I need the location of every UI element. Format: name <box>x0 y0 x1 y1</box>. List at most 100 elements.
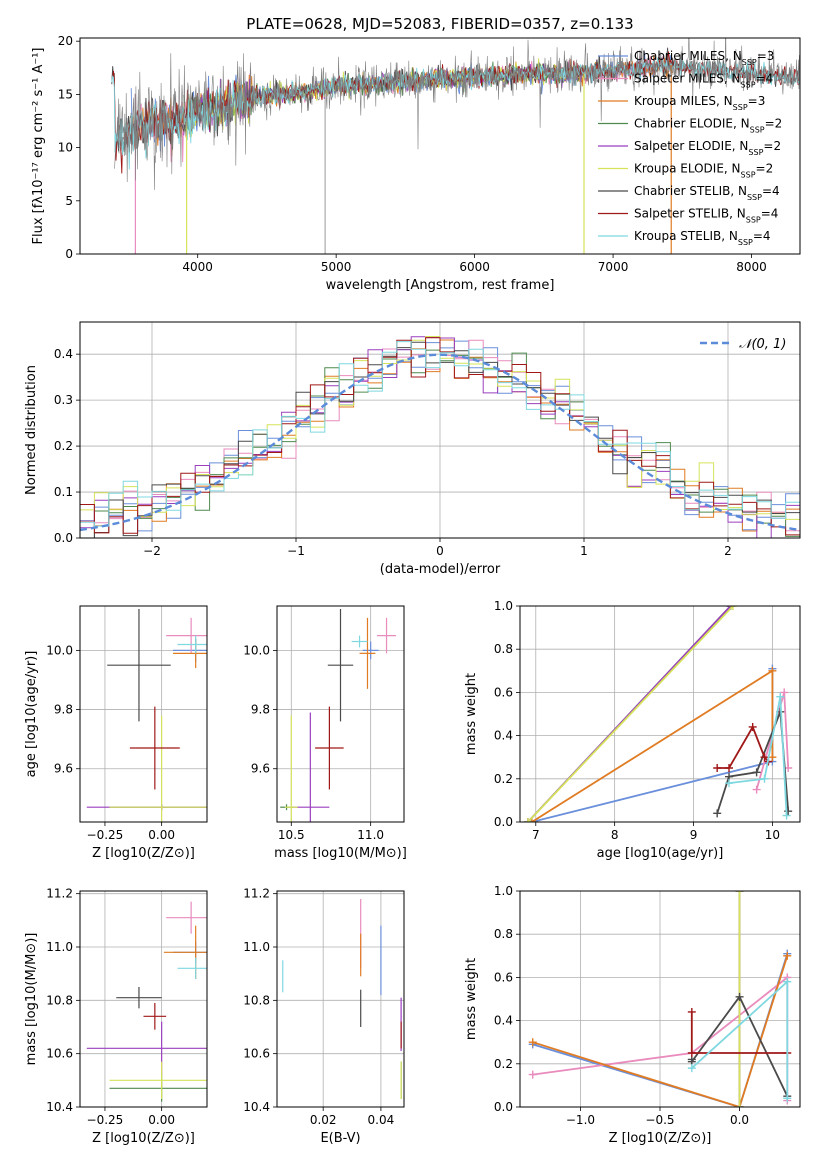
age_vs_mass-x-axis-label: mass [log10(M/M⊙)] <box>274 846 407 861</box>
age_vs_mass-frame <box>276 605 405 823</box>
weight_vs_age-x-tick-label: 10 <box>765 828 780 842</box>
observed-spectrum-line <box>114 38 800 190</box>
weight-line-kroupa-elodie <box>527 606 734 822</box>
weight-marker-kroupa-elodie <box>728 606 737 610</box>
mass_vs_ebv-y-tick-label: 10.8 <box>243 993 270 1007</box>
errorbar-kroupa-miles <box>359 617 376 689</box>
errorbar-kroupa-stelib <box>351 635 368 648</box>
errorbar-salpeter-stelib <box>129 706 180 790</box>
legend-label-salpeter-stelib: Salpeter STELIB, NSSP=4 <box>634 207 778 225</box>
residuals-x-tick-label: 2 <box>724 544 732 558</box>
errorbar-kroupa-stelib <box>177 635 207 654</box>
age_vs_mass-y-tick-label: 10.0 <box>243 643 270 657</box>
weight-marker-kroupa-stelib <box>783 1094 792 1103</box>
residuals-x-tick-label: 1 <box>580 544 588 558</box>
errorbar-salpeter-miles <box>377 617 397 654</box>
mass_vs_Z-x-tick-label: −0.25 <box>87 1113 124 1127</box>
weight_vs_age-frame <box>519 605 801 823</box>
errorbar-salpeter-miles <box>166 617 207 654</box>
weight_vs_age-y-tick-label: 0.2 <box>494 772 513 786</box>
figure-title: PLATE=0628, MJD=52083, FIBERID=0357, z=0… <box>246 15 633 33</box>
age_vs_Z-x-tick-label: 0.00 <box>148 828 175 842</box>
residuals-x-axis-label: (data-model)/error <box>380 562 501 577</box>
weight_vs_Z-y-axis-label: mass weight <box>464 958 479 1040</box>
weight_vs_Z-y-tick-label: 0.6 <box>494 970 513 984</box>
residuals-y-tick-label: 0.2 <box>54 439 73 453</box>
mass_vs_ebv-y-tick-label: 11.0 <box>243 940 270 954</box>
weight_vs_age-plot-area <box>523 606 793 822</box>
age_vs_Z-y-axis-label: age [log10(age/yr)] <box>24 651 39 778</box>
weight_vs_Z-x-axis-label: Z [log10(Z/Z⊙)] <box>609 1131 712 1146</box>
mass_vs_Z-x-tick-label: 0.00 <box>148 1113 175 1127</box>
mass_vs_Z-frame <box>79 890 208 1108</box>
spectrum-x-tick-label: 8000 <box>736 260 767 274</box>
weight_vs_age-x-tick-label: 8 <box>611 828 619 842</box>
mass_vs_ebv-y-tick-label: 11.2 <box>243 887 270 901</box>
weight_vs_age-y-tick-label: 1.0 <box>494 599 513 613</box>
weight-marker-salpeter-miles <box>780 688 789 697</box>
errorbar-chabrier-stelib <box>116 987 162 1009</box>
age_vs_Z-plot-area <box>86 608 207 822</box>
mass_vs_ebv-y-tick-label: 10.6 <box>243 1047 270 1061</box>
spectrum-y-tick-label: 10 <box>58 141 73 155</box>
weight_vs_Z-y-tick-label: 0.8 <box>494 927 513 941</box>
mass_vs_Z-y-tick-label: 11.2 <box>46 887 73 901</box>
weight_vs_Z-frame <box>519 890 801 1108</box>
weight-marker-kroupa-stelib <box>687 1064 696 1073</box>
weight-marker-salpeter-stelib <box>687 1007 696 1016</box>
weight_vs_Z-x-tick-label: −1.0 <box>566 1113 595 1127</box>
weight_vs_age-x-axis-label: age [log10(age/yr)] <box>597 846 724 861</box>
legend-label-kroupa-miles: Kroupa MILES, NSSP=3 <box>634 94 765 112</box>
weight_vs_age-y-tick-label: 0.6 <box>494 685 513 699</box>
weight-marker-kroupa-elodie <box>735 891 744 895</box>
age_vs_mass-x-tick-label: 10.5 <box>278 828 305 842</box>
age_vs_Z-frame <box>79 605 208 823</box>
mass_vs_Z-y-tick-label: 11.0 <box>46 940 73 954</box>
errorbar-chabrier-stelib <box>327 608 354 722</box>
legend-label-salpeter-miles: Salpeter MILES, NSSP=4 <box>634 72 773 90</box>
weight-line-kroupa-stelib <box>728 696 788 816</box>
mass_vs_ebv-x-tick-label: 0.02 <box>310 1113 337 1127</box>
weight-marker-salpeter-stelib <box>725 764 734 772</box>
mass_vs_ebv-frame <box>276 890 405 1108</box>
spectrum-y-tick-label: 5 <box>65 194 73 208</box>
errorbar-chabrier-miles <box>362 641 379 660</box>
weight_vs_age-y-axis-label: mass weight <box>464 673 479 755</box>
legend-label-chabrier-elodie: Chabrier ELODIE, NSSP=2 <box>634 117 782 135</box>
mass_vs_Z-y-tick-label: 10.4 <box>46 1100 73 1114</box>
weight-marker-kroupa-stelib <box>776 692 785 701</box>
errorbar-salpeter-stelib <box>315 706 344 790</box>
spectrum-y-tick-label: 0 <box>65 247 73 261</box>
residuals-frame <box>79 321 801 539</box>
spectrum-frame <box>79 37 801 255</box>
age_vs_Z-y-tick-label: 9.6 <box>54 762 73 776</box>
residuals-plot-area <box>80 336 800 538</box>
mass_vs_Z-y-tick-label: 10.8 <box>46 993 73 1007</box>
weight-marker-kroupa-elodie <box>523 818 532 822</box>
age_vs_mass-y-tick-label: 9.6 <box>251 762 270 776</box>
spectrum-y-tick-label: 15 <box>58 87 73 101</box>
mass_vs_ebv-x-tick-label: 0.04 <box>368 1113 395 1127</box>
spectrum-x-tick-label: 5000 <box>321 260 352 274</box>
weight-marker-salpeter-miles <box>752 785 761 794</box>
weight_vs_Z-y-tick-label: 0.2 <box>494 1057 513 1071</box>
residuals-y-tick-label: 0.0 <box>54 531 73 545</box>
mass_vs_Z-plot-area <box>86 901 207 1102</box>
normal-distribution-curve <box>80 353 800 532</box>
weight-marker-kroupa-stelib <box>760 774 769 783</box>
weight-marker-chabrier-stelib <box>713 809 722 818</box>
legend-label-chabrier-miles: Chabrier MILES, NSSP=3 <box>634 49 774 67</box>
weight-marker-salpeter-stelib <box>748 722 757 731</box>
legend-label-kroupa-stelib: Kroupa STELIB, NSSP=4 <box>634 229 771 247</box>
weight_vs_Z-plot-area <box>528 891 792 1107</box>
weight-marker-salpeter-stelib <box>713 764 722 772</box>
residuals-y-tick-label: 0.3 <box>54 393 73 407</box>
weight-line-kroupa-miles <box>532 955 789 1107</box>
weight-marker-salpeter-stelib <box>687 1049 696 1057</box>
weight-marker-kroupa-miles <box>527 818 536 822</box>
errorbar-kroupa-stelib <box>177 957 207 979</box>
errorbar-salpeter-miles <box>166 901 207 934</box>
spectrum-x-tick-label: 7000 <box>598 260 629 274</box>
residuals-y-tick-label: 0.4 <box>54 347 73 361</box>
